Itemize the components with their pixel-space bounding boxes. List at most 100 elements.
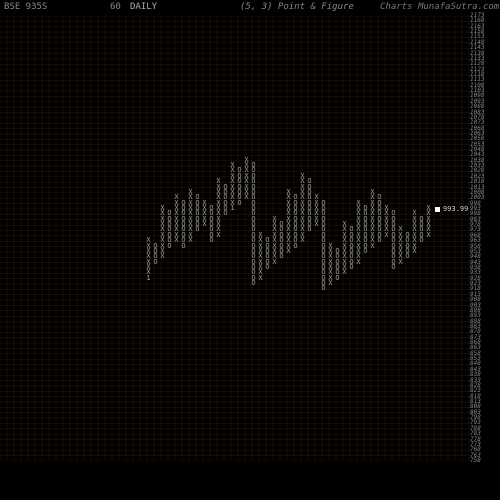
pnf-cell: X — [313, 222, 320, 228]
pnf-cell: O — [404, 238, 411, 244]
pnf-cell: X — [187, 233, 194, 239]
pnf-cell: X — [187, 201, 194, 207]
pnf-cell: X — [229, 190, 236, 196]
pnf-cell: O — [362, 249, 369, 255]
chart-type-label: (5, 3) Point & Figure — [240, 2, 354, 12]
pnf-cell: X — [285, 249, 292, 255]
pnf-cell: O — [362, 233, 369, 239]
pnf-cell: X — [215, 211, 222, 217]
pnf-cell: X — [215, 179, 222, 185]
y-tick: 758 — [470, 458, 481, 464]
pnf-cell: X — [285, 206, 292, 212]
pnf-cell: X — [355, 211, 362, 217]
pnf-cell: O — [404, 249, 411, 255]
pnf-cell: O — [222, 211, 229, 217]
pnf-cell: O — [376, 227, 383, 233]
pnf-cell: X — [341, 254, 348, 260]
pnf-cell: O — [376, 238, 383, 244]
pnf-cell: O — [208, 211, 215, 217]
pnf-cell: O — [208, 217, 215, 223]
pnf-cell: O — [264, 254, 271, 260]
pnf-cell: X — [327, 265, 334, 271]
pnf-cell: X — [397, 254, 404, 260]
pnf-cell: O — [208, 238, 215, 244]
pnf-cell: X — [285, 195, 292, 201]
chart-header: BSE 935S 60 DAILY (5, 3) Point & Figure … — [0, 2, 500, 16]
pnf-cell: X — [285, 222, 292, 228]
pnf-cell: X — [285, 238, 292, 244]
pnf-cell: O — [292, 222, 299, 228]
chart-area: 1XXXXXXXOOOOXXXXXXXXXXOOOOOOOXXXXXXXXXOO… — [0, 16, 470, 461]
pnf-cell: O — [292, 227, 299, 233]
pnf-cell: O — [376, 222, 383, 228]
pnf-cell: X — [187, 206, 194, 212]
pnf-cell: X — [369, 195, 376, 201]
pnf-cell: O — [250, 195, 257, 201]
pnf-cell: X — [299, 195, 306, 201]
pnf-cell: O — [418, 233, 425, 239]
pnf-cell: X — [159, 222, 166, 228]
pnf-cell: X — [425, 217, 432, 223]
pnf-cell: O — [334, 270, 341, 276]
pnf-cell: X — [285, 244, 292, 250]
pnf-cell: O — [250, 254, 257, 260]
pnf-cell: X — [229, 179, 236, 185]
pnf-cell: O — [390, 227, 397, 233]
pnf-cell: X — [411, 227, 418, 233]
pnf-cell: X — [299, 211, 306, 217]
last-price-label: 993.99 — [443, 205, 468, 213]
pnf-cell: X — [229, 201, 236, 207]
pnf-cell: O — [152, 249, 159, 255]
pnf-cell: X — [173, 217, 180, 223]
pnf-cell: X — [271, 227, 278, 233]
pnf-cell: X — [411, 222, 418, 228]
pnf-cell: X — [173, 222, 180, 228]
pnf-cell: O — [334, 254, 341, 260]
pnf-cell: O — [278, 222, 285, 228]
pnf-cell: X — [243, 174, 250, 180]
pnf-cell: X — [425, 227, 432, 233]
pnf-cell: O — [320, 249, 327, 255]
pnf-cell: O — [264, 260, 271, 266]
pnf-cell: O — [320, 201, 327, 207]
pnf-cell: O — [348, 265, 355, 271]
pnf-cell: X — [411, 211, 418, 217]
pnf-cell: O — [362, 244, 369, 250]
pnf-cell: O — [166, 222, 173, 228]
pnf-cell: X — [369, 222, 376, 228]
pnf-cell: O — [348, 238, 355, 244]
pnf-cell: X — [355, 217, 362, 223]
pnf-cell: O — [250, 244, 257, 250]
pnf-cell: X — [243, 168, 250, 174]
pnf-cell: O — [320, 270, 327, 276]
pnf-cell: O — [250, 179, 257, 185]
pnf-cell: X — [285, 201, 292, 207]
pnf-cell: O — [180, 244, 187, 250]
pnf-cell: X — [313, 195, 320, 201]
pnf-cell: X — [341, 244, 348, 250]
pnf-cell: O — [320, 260, 327, 266]
pnf-cell: X — [145, 238, 152, 244]
pnf-cell: O — [166, 238, 173, 244]
pnf-cell: O — [222, 190, 229, 196]
pnf-cell: X — [397, 244, 404, 250]
last-price-marker — [435, 207, 440, 212]
pnf-cell: X — [257, 260, 264, 266]
pnf-cell: O — [264, 249, 271, 255]
pnf-cell: X — [285, 233, 292, 239]
pnf-cell: X — [411, 217, 418, 223]
pnf-cell: O — [278, 254, 285, 260]
pnf-cell: O — [320, 281, 327, 287]
pnf-cell: X — [229, 174, 236, 180]
pnf-cell: X — [341, 233, 348, 239]
pnf-cell: X — [313, 201, 320, 207]
pnf-cell: X — [215, 222, 222, 228]
source-label: Charts MunafaSutra.com — [380, 2, 499, 12]
pnf-cell: O — [250, 201, 257, 207]
pnf-cell: X — [173, 233, 180, 239]
pnf-cell: O — [334, 276, 341, 282]
pnf-cell: X — [341, 265, 348, 271]
pnf-cell: O — [390, 260, 397, 266]
pnf-cell: O — [292, 244, 299, 250]
pnf-cell: O — [418, 238, 425, 244]
